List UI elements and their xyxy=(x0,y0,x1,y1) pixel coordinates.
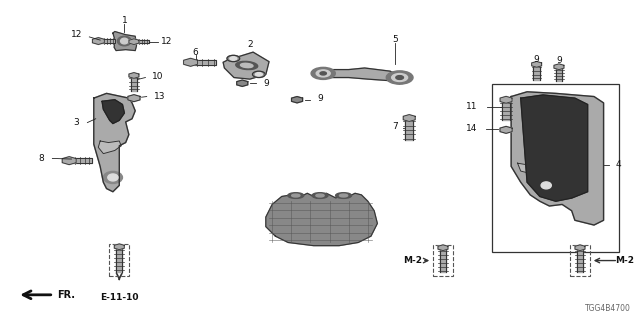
Text: 3: 3 xyxy=(74,118,79,127)
Ellipse shape xyxy=(311,68,335,79)
Ellipse shape xyxy=(120,38,128,44)
Polygon shape xyxy=(129,73,139,78)
Ellipse shape xyxy=(241,63,253,68)
Ellipse shape xyxy=(387,71,413,84)
Text: E-11-10: E-11-10 xyxy=(100,292,138,301)
Polygon shape xyxy=(62,156,76,164)
Polygon shape xyxy=(292,97,303,103)
Polygon shape xyxy=(131,77,137,91)
Text: 6: 6 xyxy=(193,48,198,57)
Text: 7: 7 xyxy=(392,122,398,131)
Text: 8: 8 xyxy=(38,154,44,163)
Circle shape xyxy=(255,73,262,76)
Polygon shape xyxy=(511,92,604,225)
Circle shape xyxy=(230,57,237,60)
Polygon shape xyxy=(194,60,216,65)
Polygon shape xyxy=(136,40,149,43)
Text: 12: 12 xyxy=(71,30,83,39)
Text: 10: 10 xyxy=(152,72,163,81)
Polygon shape xyxy=(521,95,588,201)
Polygon shape xyxy=(101,39,115,43)
Text: 9: 9 xyxy=(556,56,562,65)
Polygon shape xyxy=(99,141,121,154)
Polygon shape xyxy=(534,66,540,80)
Polygon shape xyxy=(129,39,139,44)
Ellipse shape xyxy=(339,194,348,197)
Polygon shape xyxy=(500,96,512,103)
Text: 4: 4 xyxy=(616,160,621,169)
Text: TGG4B4700: TGG4B4700 xyxy=(585,304,631,313)
Polygon shape xyxy=(116,248,122,272)
Polygon shape xyxy=(438,245,448,251)
Text: 1: 1 xyxy=(122,16,127,25)
Circle shape xyxy=(252,71,265,77)
Polygon shape xyxy=(405,120,413,140)
Bar xyxy=(433,245,453,276)
Polygon shape xyxy=(556,68,562,81)
Polygon shape xyxy=(115,244,124,250)
Bar xyxy=(492,84,620,252)
Text: M-2: M-2 xyxy=(615,256,634,265)
Ellipse shape xyxy=(108,174,118,181)
Polygon shape xyxy=(102,100,124,124)
Text: FR.: FR. xyxy=(58,290,76,300)
Polygon shape xyxy=(223,52,269,79)
Bar xyxy=(570,245,590,276)
Polygon shape xyxy=(403,115,415,122)
Text: 13: 13 xyxy=(154,92,165,101)
Ellipse shape xyxy=(316,70,330,77)
Ellipse shape xyxy=(320,72,326,75)
Ellipse shape xyxy=(292,194,300,197)
Text: 9: 9 xyxy=(317,94,323,103)
Polygon shape xyxy=(266,193,378,246)
Polygon shape xyxy=(128,95,140,102)
Text: 12: 12 xyxy=(161,37,173,46)
Ellipse shape xyxy=(103,172,122,183)
Polygon shape xyxy=(314,68,403,84)
Text: M-2: M-2 xyxy=(403,256,422,265)
Text: 9: 9 xyxy=(534,55,540,64)
Polygon shape xyxy=(577,249,583,272)
Polygon shape xyxy=(113,32,136,51)
Ellipse shape xyxy=(537,179,556,192)
Polygon shape xyxy=(500,126,512,133)
Polygon shape xyxy=(532,61,541,67)
Ellipse shape xyxy=(236,61,258,69)
Polygon shape xyxy=(575,245,585,251)
Bar xyxy=(109,244,129,276)
Ellipse shape xyxy=(316,194,324,197)
Ellipse shape xyxy=(541,182,551,189)
Polygon shape xyxy=(237,80,248,86)
Polygon shape xyxy=(440,249,446,272)
Ellipse shape xyxy=(288,193,304,198)
Text: 2: 2 xyxy=(247,40,253,49)
Polygon shape xyxy=(92,38,104,44)
Ellipse shape xyxy=(392,74,408,82)
Polygon shape xyxy=(94,93,135,192)
Polygon shape xyxy=(554,64,564,69)
Circle shape xyxy=(227,55,240,62)
Text: 9: 9 xyxy=(263,79,269,88)
Text: 11: 11 xyxy=(466,102,477,111)
Ellipse shape xyxy=(312,193,328,198)
Ellipse shape xyxy=(335,193,351,198)
Ellipse shape xyxy=(117,36,131,46)
Polygon shape xyxy=(73,158,92,163)
Ellipse shape xyxy=(396,76,403,79)
Text: 5: 5 xyxy=(392,35,398,44)
Polygon shape xyxy=(184,58,198,66)
Polygon shape xyxy=(518,163,556,176)
Text: 14: 14 xyxy=(466,124,477,133)
Polygon shape xyxy=(502,101,510,120)
